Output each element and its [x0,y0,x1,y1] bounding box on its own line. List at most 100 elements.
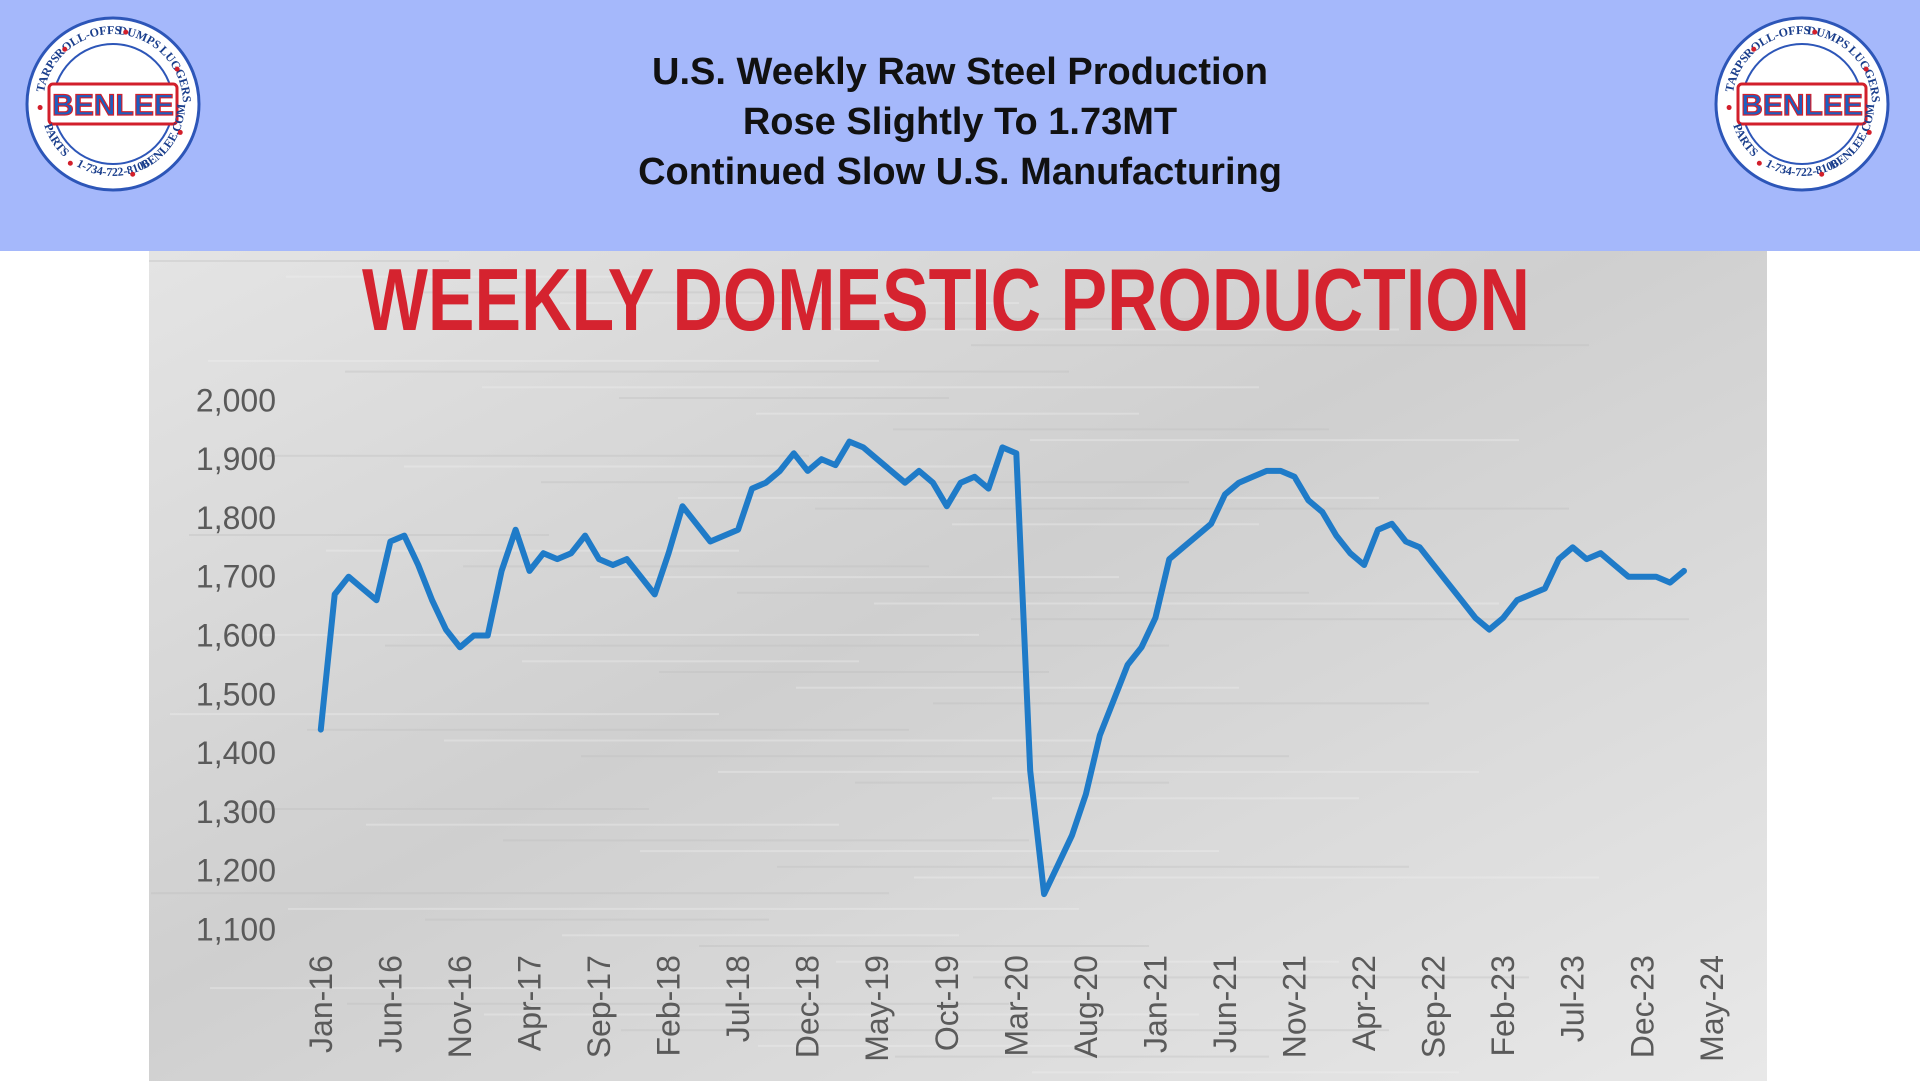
x-tick-label: Feb-18 [651,955,687,1056]
streak [581,755,1289,758]
streak [621,1029,1389,1032]
y-tick-label: 1,700 [196,559,276,595]
streak [834,328,1399,331]
y-tick-label: 1,600 [196,618,276,654]
logo-name: BENLEE [52,89,174,122]
y-tick-label: 1,800 [196,500,276,536]
streak [758,1044,1079,1047]
x-tick-label: Dec-18 [790,955,826,1058]
streak [562,934,959,937]
x-tick-label: Feb-23 [1485,955,1521,1056]
logo: BENLEETARPSROLL-OFFSDUMPSLUGGERSPARTS1-7… [25,16,201,192]
streak [326,549,739,552]
y-tick-label: 1,500 [196,676,276,712]
texture [149,260,1689,1074]
streak [210,987,819,990]
x-tick-label: Apr-17 [511,955,547,1051]
x-tick-label: May-19 [859,955,895,1062]
streak [151,892,889,895]
logo-star [174,66,180,72]
streak [836,960,1339,963]
streak [444,739,1099,742]
streak [1011,618,1689,621]
streak [914,876,1599,879]
x-tick-label: Sep-17 [581,955,617,1058]
header-line: U.S. Weekly Raw Steel Production [652,51,1268,93]
streak [503,839,1029,842]
streak [307,728,909,731]
streak [971,344,1589,347]
y-tick-label: 1,900 [196,441,276,477]
streak [756,412,1139,415]
streak [267,454,809,457]
header-line: Continued Slow U.S. Manufacturing [638,151,1282,193]
streak [699,945,1149,947]
streak [286,275,639,278]
streak [385,644,1169,647]
x-tick-label: Mar-20 [998,955,1034,1056]
x-tick-label: Oct-19 [929,955,965,1051]
x-tick-label: Apr-22 [1346,955,1382,1051]
logo-star [123,29,129,35]
streak [1030,439,1519,442]
streak [170,713,719,716]
streak [933,702,1429,705]
header-band [0,0,1920,251]
x-tick-label: Dec-23 [1624,955,1660,1058]
logo-star [62,46,68,52]
logo-star [130,171,136,177]
logo-star [1866,129,1872,135]
streak [482,386,1259,389]
logo-star [37,105,43,111]
streak [463,565,929,568]
x-tick-label: Sep-22 [1416,955,1452,1058]
x-tick-label: Aug-20 [1068,955,1104,1058]
streak [541,481,1189,484]
streak [189,534,549,536]
x-tick-label: Nov-16 [442,955,478,1058]
y-tick-label: 1,200 [196,853,276,889]
header-line: Rose Slightly To 1.73MT [743,101,1177,143]
logos: BENLEETARPSROLL-OFFSDUMPSLUGGERSPARTS1-7… [25,16,1890,192]
streak [855,781,1169,784]
y-tick-label: 1,300 [196,794,276,830]
logo-star [1756,160,1762,166]
logo: BENLEETARPSROLL-OFFSDUMPSLUGGERSPARTS1-7… [1714,16,1890,192]
streak [208,359,879,362]
y-tick-label: 2,000 [196,382,276,418]
streak [952,523,1259,526]
chart-panel [149,251,1767,1081]
x-tick-label: May-24 [1694,955,1730,1062]
logo-star [177,129,183,135]
streak [345,370,1069,373]
streak [425,918,769,921]
streak [522,660,859,663]
streak [423,291,829,294]
streak [560,302,1019,305]
x-tick-label: Jul-18 [720,955,756,1042]
streak [404,465,999,468]
chart-title: WEEKLY DOMESTIC PRODUCTION [362,250,1530,349]
logo-star [67,160,73,166]
streak [149,260,449,262]
x-tick-label: Jan-21 [1137,955,1173,1053]
streak [718,770,1479,773]
x-tick-label: Nov-21 [1277,955,1313,1058]
streak [697,317,1209,320]
streak [229,808,649,810]
streak [796,686,1239,689]
logo-band [1736,82,1868,126]
x-tick-label: Jun-16 [372,955,408,1053]
streak [815,507,1569,510]
x-tick-label: Jul-23 [1555,955,1591,1042]
x-tick-label: Jan-16 [303,955,339,1053]
y-tick-label: 1,400 [196,735,276,771]
plot: 1,100 1,200 1,300 1,400 1,500 1,600 1,700 1,800… [196,382,1730,1061]
logo-star [1751,46,1757,52]
x-tick-label: Jun-21 [1207,955,1243,1053]
streak [366,823,839,826]
streak [619,397,949,399]
streak [600,576,1119,579]
streak [484,1013,1199,1016]
